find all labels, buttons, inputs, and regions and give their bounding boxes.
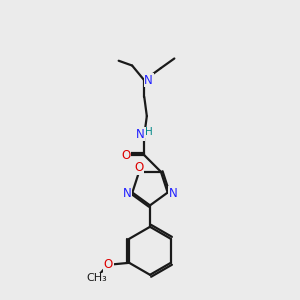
Text: H: H: [145, 127, 153, 137]
Text: O: O: [121, 148, 130, 162]
Text: N: N: [144, 74, 153, 87]
Text: N: N: [169, 187, 178, 200]
Text: O: O: [104, 258, 113, 271]
Text: N: N: [122, 187, 131, 200]
Text: CH₃: CH₃: [87, 273, 108, 283]
Text: O: O: [134, 161, 144, 174]
Text: N: N: [136, 128, 145, 141]
